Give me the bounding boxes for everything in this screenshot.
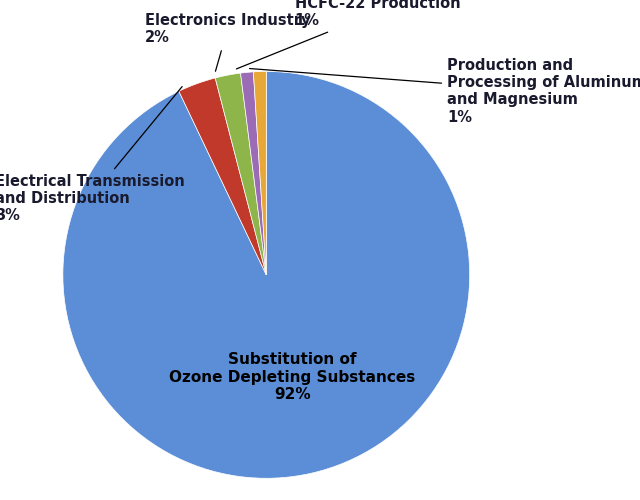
Text: Electronics Industry
2%: Electronics Industry 2% (145, 13, 310, 72)
Text: Electrical Transmission
and Distribution
3%: Electrical Transmission and Distribution… (0, 86, 185, 224)
Wedge shape (179, 78, 266, 275)
Text: Substitution of
Ozone Depleting Substances
92%: Substitution of Ozone Depleting Substanc… (170, 352, 416, 402)
Wedge shape (215, 73, 266, 275)
Text: Production and
Processing of Aluminum
and Magnesium
1%: Production and Processing of Aluminum an… (250, 58, 640, 125)
Text: HCFC-22 Production
1%: HCFC-22 Production 1% (236, 0, 460, 69)
Wedge shape (241, 72, 266, 275)
Wedge shape (253, 72, 266, 275)
Wedge shape (63, 72, 470, 478)
